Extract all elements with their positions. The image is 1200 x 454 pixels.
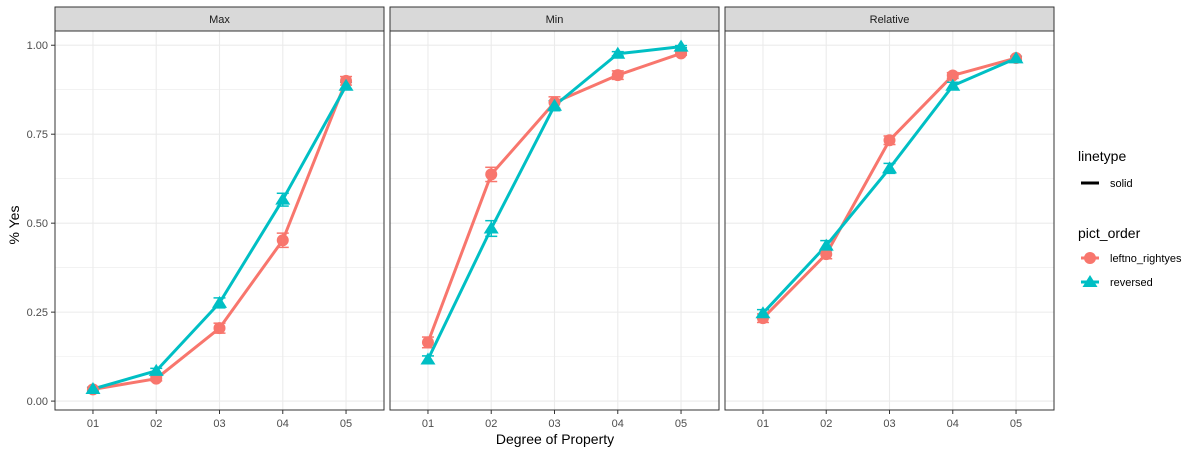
y-tick-label: 0.00 [27, 396, 48, 408]
x-axes: 01 02 03 04 05 01 02 03 04 05 01 02 03 04 05 [87, 410, 1022, 430]
x-tick-label: 05 [675, 418, 687, 430]
facet-panel-max: Max [54, 6, 385, 411]
y-tick-label: 0.75 [27, 129, 48, 141]
x-tick-label: 02 [150, 418, 162, 430]
data-point-leftno-rightyes [611, 69, 624, 82]
data-point-reversed [338, 78, 354, 91]
data-point-reversed [275, 192, 291, 205]
x-tick-label: 01 [422, 418, 434, 430]
x-tick-label: 03 [548, 418, 560, 430]
x-tick-label: 03 [213, 418, 225, 430]
data-point-reversed [882, 161, 897, 174]
x-tick-label: 04 [947, 418, 959, 430]
x-tick-label: 02 [485, 418, 497, 430]
data-point-leftno-rightyes [883, 134, 896, 147]
data-point-reversed [755, 306, 771, 319]
data-point-leftno-rightyes [213, 322, 226, 335]
y-axis-title: % Yes [6, 206, 22, 245]
y-tick-label: 0.50 [27, 218, 48, 230]
legend-title-pict-order: pict_order [1078, 225, 1141, 241]
facet-strip [724, 6, 1055, 32]
data-point-reversed [945, 78, 961, 91]
facet-strip [389, 6, 720, 32]
data-point-leftno-rightyes [421, 336, 434, 349]
legend-label-leftno-rightyes: leftno_rightyes [1110, 253, 1182, 265]
data-point-reversed [610, 46, 626, 59]
data-point-leftno-rightyes [276, 234, 289, 247]
x-tick-label: 01 [757, 418, 769, 430]
legend-label-solid: solid [1110, 178, 1133, 190]
data-point-reversed [85, 382, 101, 395]
legend-title-linetype: linetype [1078, 148, 1126, 164]
y-tick-label: 1.00 [27, 40, 48, 52]
data-point-reversed [1008, 51, 1024, 64]
facet-strip-label: Relative [870, 14, 910, 26]
data-point-reversed [483, 221, 499, 234]
x-tick-label: 04 [612, 418, 624, 430]
x-tick-label: 04 [277, 418, 289, 430]
data-point-reversed [547, 98, 562, 111]
x-tick-label: 01 [87, 418, 99, 430]
data-point-reversed [818, 238, 834, 251]
facet-panel-relative: Relative [724, 6, 1055, 411]
legend: linetype solid pict_order leftno_rightyesre… [1078, 148, 1182, 289]
data-point-leftno-rightyes [485, 168, 498, 181]
data-point-reversed [420, 352, 436, 365]
legend-label-reversed: reversed [1110, 277, 1153, 289]
facet-strip-label: Min [546, 14, 564, 26]
facet-strip-label: Max [209, 14, 230, 26]
facet-panel-min: Min [389, 6, 720, 411]
x-axis-title: Degree of Property [496, 431, 614, 447]
y-tick-label: 0.25 [27, 307, 48, 319]
data-point-leftno-rightyes [946, 69, 959, 82]
legend-key-circle [1084, 252, 1096, 264]
facet-strip [54, 6, 385, 32]
legend-key-triangle [1082, 275, 1098, 287]
x-tick-label: 02 [820, 418, 832, 430]
x-tick-label: 03 [883, 418, 895, 430]
x-tick-label: 05 [1010, 418, 1022, 430]
y-axis: 0.00 0.25 0.50 0.75 1.00 [27, 40, 55, 408]
facet-panels: Max Min Relative [54, 6, 1055, 411]
data-point-reversed [673, 39, 689, 52]
data-point-reversed [212, 295, 227, 308]
data-point-reversed [148, 363, 164, 376]
data-point-leftno-rightyes [820, 248, 833, 261]
x-tick-label: 05 [340, 418, 352, 430]
